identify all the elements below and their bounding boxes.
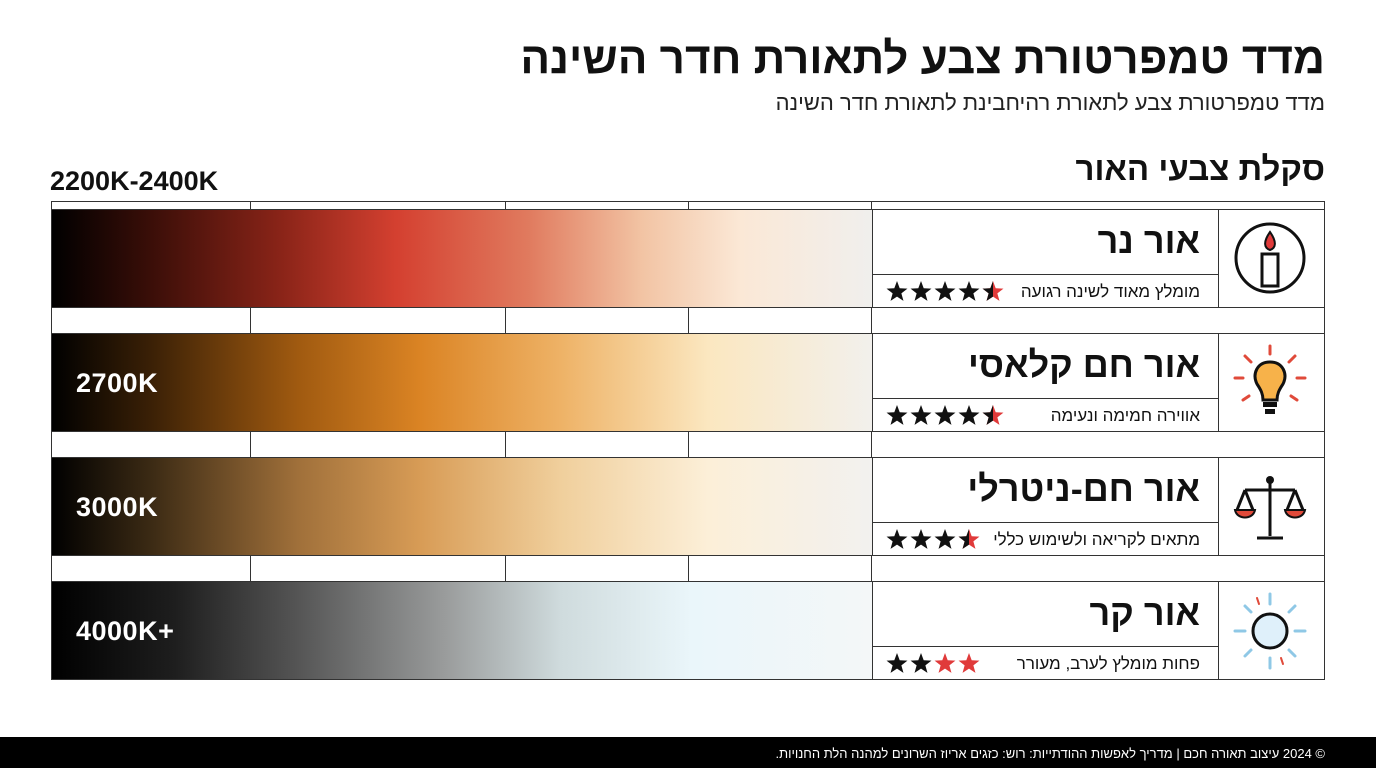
description: מתאים לקריאה ולשימוש כללי bbox=[993, 530, 1200, 549]
star bbox=[934, 653, 956, 673]
light-name: אור חם-ניטרלי bbox=[967, 468, 1200, 509]
star bbox=[910, 653, 932, 673]
footer-bar: © 2024 עיצוב תאורה חכם | מדריך לאפשות הה… bbox=[0, 737, 1376, 768]
star bbox=[910, 405, 932, 425]
star bbox=[934, 529, 956, 549]
kelvin-label: 2200K-2400K bbox=[50, 166, 219, 196]
light-icon bbox=[1233, 592, 1307, 670]
color-bar: 4000K+ bbox=[52, 582, 872, 679]
row: 3000K אור חם-ניטרלי מתאים לקריאה ולשימוש כ… bbox=[51, 457, 1325, 556]
color-bar bbox=[52, 210, 872, 307]
row: 4000K+ אור קר פחות מומלץ לערב, מעורר bbox=[51, 581, 1325, 680]
star bbox=[958, 529, 969, 549]
divider bbox=[688, 201, 689, 679]
star bbox=[886, 653, 908, 673]
row: 2700K אור חם קלאסי אווירה חמימה ונעימה bbox=[51, 333, 1325, 432]
star-rating bbox=[886, 281, 1004, 301]
sub-line: מומלץ מאוד לשינה רגועה bbox=[873, 274, 1218, 308]
star bbox=[958, 281, 980, 301]
star bbox=[958, 653, 980, 673]
star bbox=[910, 281, 932, 301]
star bbox=[886, 405, 908, 425]
description: אווירה חמימה ונעימה bbox=[1050, 406, 1200, 425]
light-name: אור קר bbox=[1089, 592, 1200, 633]
divider bbox=[505, 201, 506, 679]
name-cell: אור קר פחות מומלץ לערב, מעורר bbox=[872, 582, 1219, 679]
kelvin-label: 3000K bbox=[76, 492, 159, 522]
title: מדד טמפרטורת צבע לתאורת חדר השינה bbox=[520, 34, 1325, 83]
light-name: אור נר bbox=[1097, 220, 1200, 261]
color-bar: 3000K bbox=[52, 458, 872, 555]
star-rating bbox=[886, 405, 1004, 425]
star-rating bbox=[886, 653, 980, 673]
sub-line: פחות מומלץ לערב, מעורר bbox=[873, 646, 1218, 680]
divider bbox=[871, 201, 872, 679]
star bbox=[934, 281, 956, 301]
light-name: אור חם קלאסי bbox=[968, 344, 1200, 385]
name-cell: אור נר מומלץ מאוד לשינה רגועה bbox=[872, 210, 1219, 307]
name-cell: אור חם קלאסי אווירה חמימה ונעימה bbox=[872, 334, 1219, 431]
row: אור נר מומלץ מאוד לשינה רגועה bbox=[51, 209, 1325, 308]
section-title: סקלת צבעי האור bbox=[1075, 150, 1325, 187]
star bbox=[958, 405, 980, 425]
star bbox=[886, 529, 908, 549]
star bbox=[910, 529, 932, 549]
name-cell: אור חם-ניטרלי מתאים לקריאה ולשימוש כללי bbox=[872, 458, 1219, 555]
subtitle: מדד טמפרטורת צבע לתאורת רהיחבינת לתאורת … bbox=[775, 90, 1325, 115]
description: פחות מומלץ לערב, מעורר bbox=[1016, 654, 1200, 673]
light-icon bbox=[1233, 476, 1307, 540]
kelvin-label: 2700K bbox=[76, 368, 159, 398]
color-bar: 2700K bbox=[52, 334, 872, 431]
star bbox=[982, 281, 993, 301]
sub-line: אווירה חמימה ונעימה bbox=[873, 398, 1218, 432]
star-rating bbox=[886, 529, 980, 549]
star bbox=[934, 405, 956, 425]
star bbox=[982, 405, 993, 425]
sub-line: מתאים לקריאה ולשימוש כללי bbox=[873, 522, 1218, 556]
light-icon bbox=[1234, 222, 1306, 294]
light-icon bbox=[1233, 344, 1307, 414]
star bbox=[886, 281, 908, 301]
footer-text: © 2024 עיצוב תאורה חכם | מדריך לאפשות הה… bbox=[775, 746, 1326, 761]
divider bbox=[250, 201, 251, 679]
kelvin-label: 4000K+ bbox=[76, 616, 175, 646]
description: מומלץ מאוד לשינה רגועה bbox=[1020, 282, 1200, 301]
